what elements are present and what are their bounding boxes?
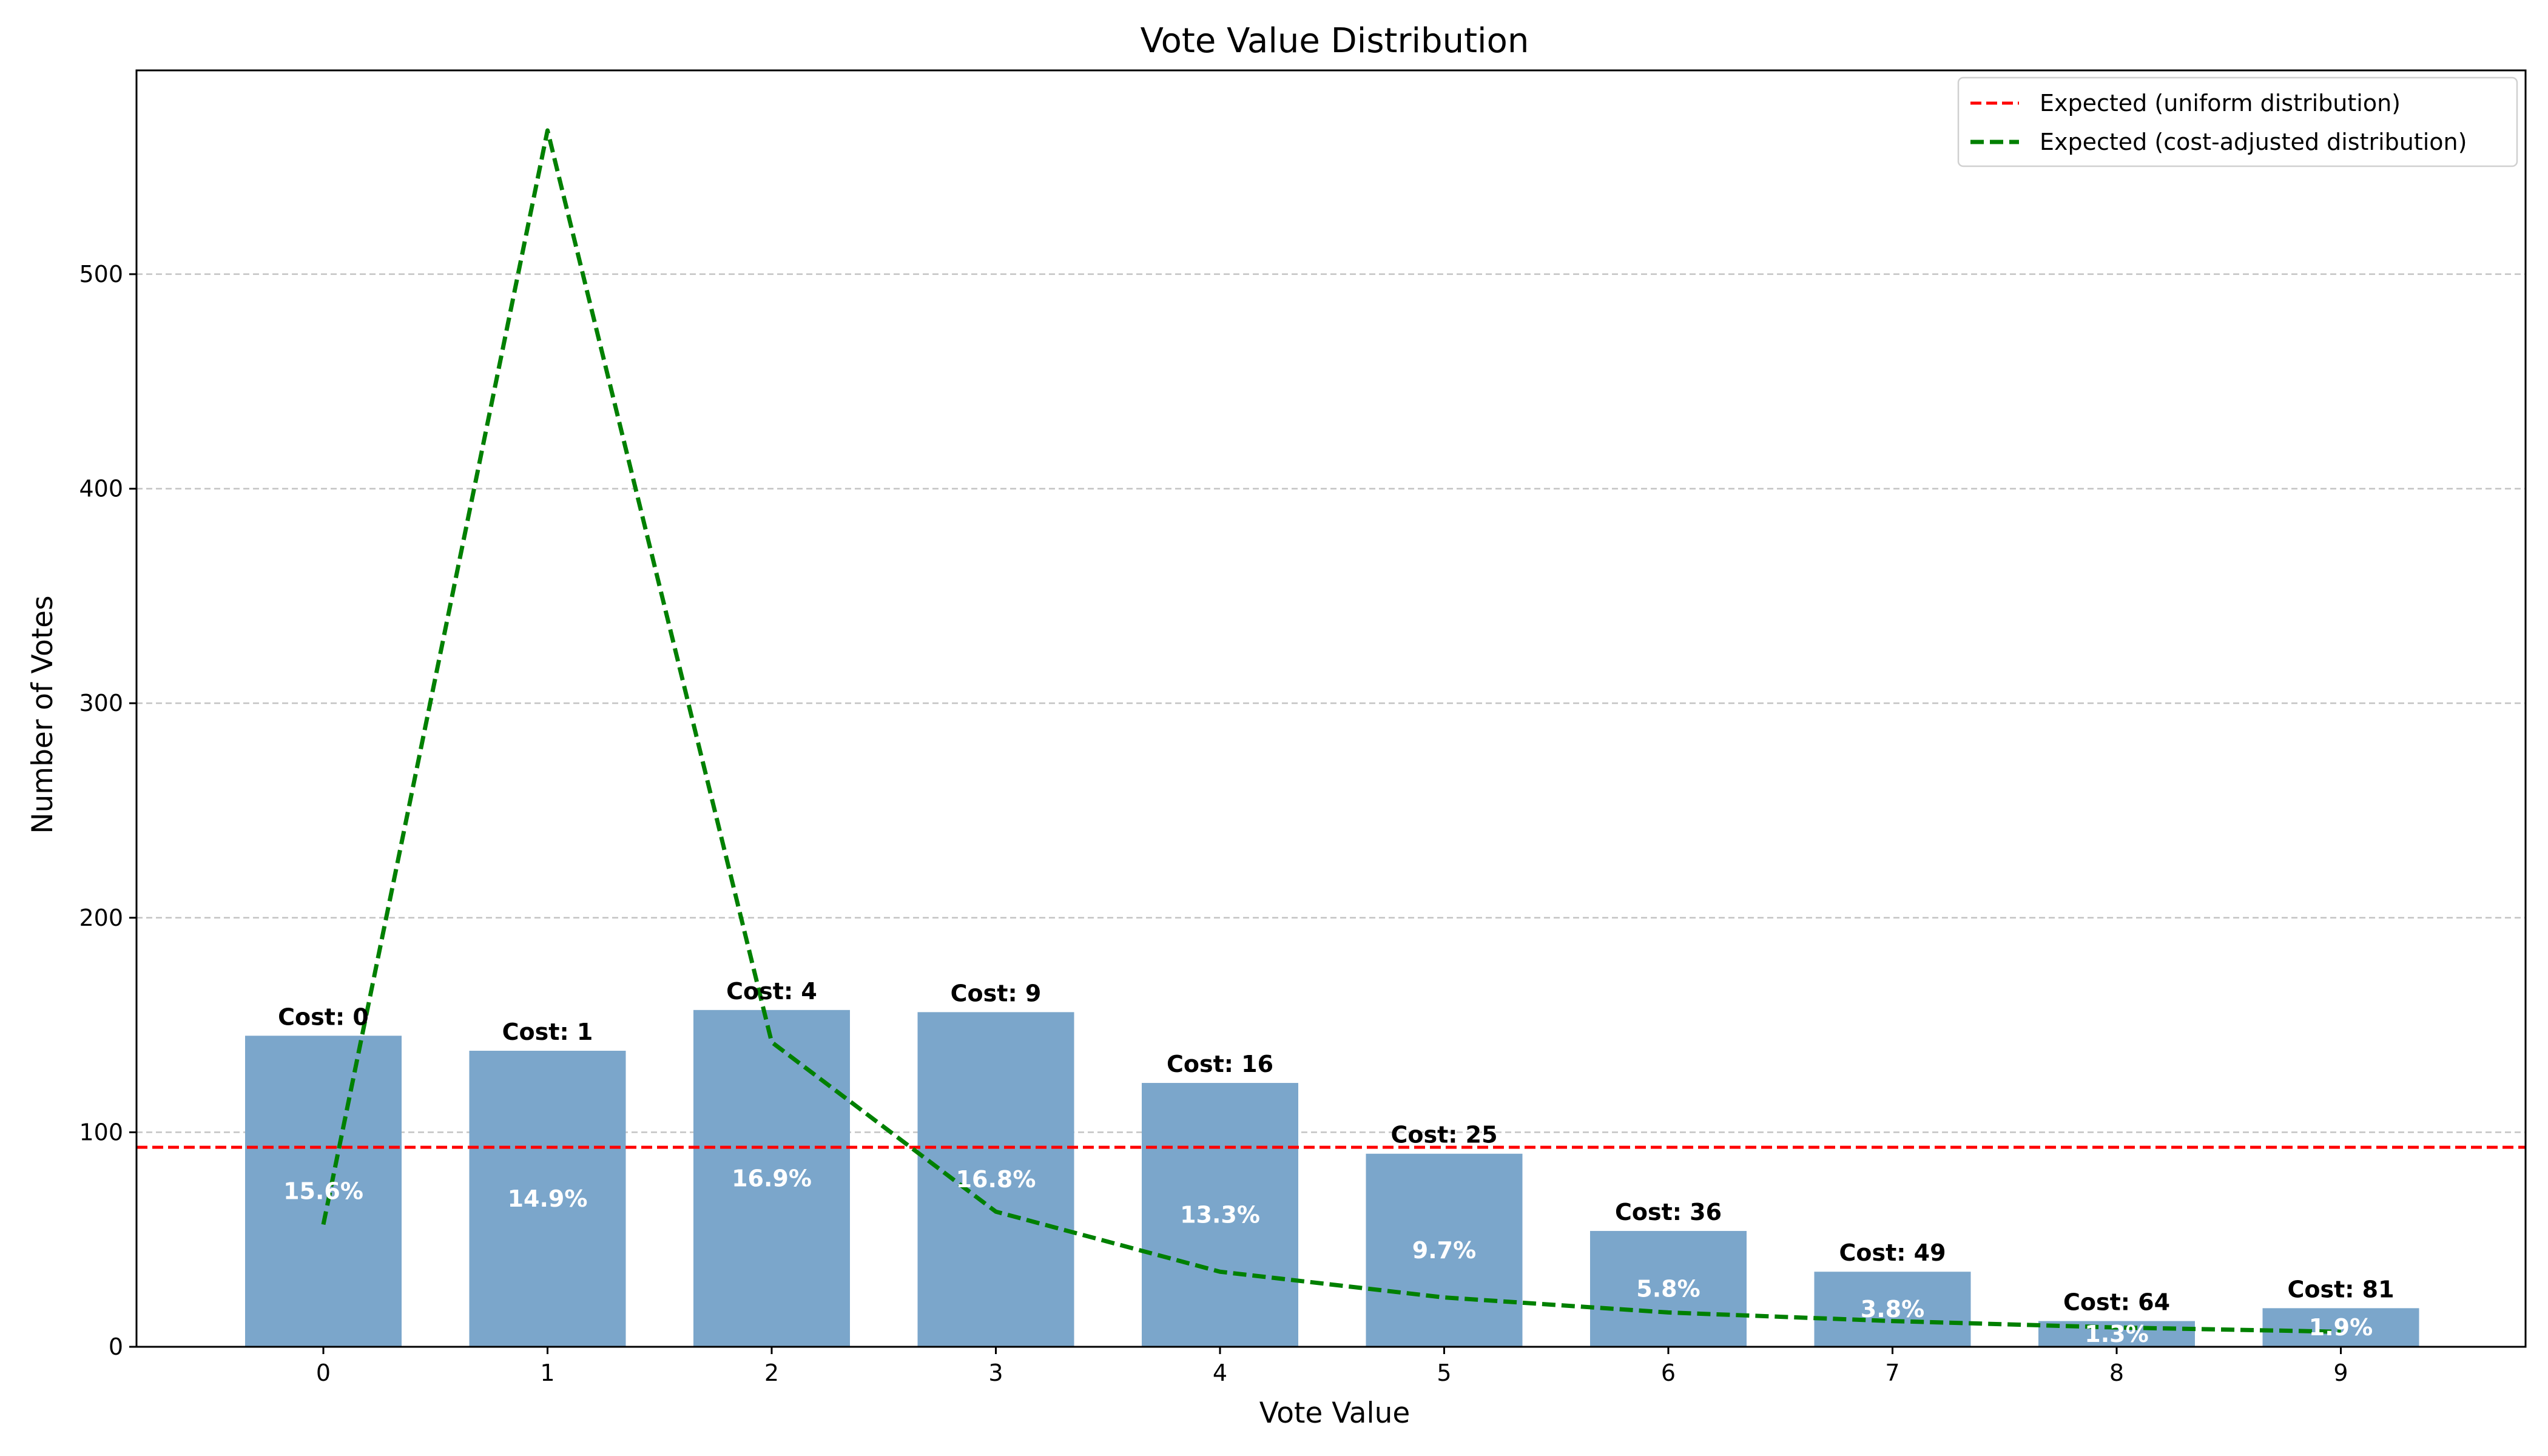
legend: Expected (uniform distribution) Expected … xyxy=(1957,76,2518,167)
percent-label: 16.9% xyxy=(732,1165,812,1191)
percent-label: 5.8% xyxy=(1636,1276,1700,1303)
bar xyxy=(917,1012,1074,1347)
y-tick-label: 300 xyxy=(79,690,123,716)
x-tick-label: 5 xyxy=(1437,1360,1451,1386)
bars xyxy=(245,1009,2419,1347)
legend-label: Expected (cost-adjusted distribution) xyxy=(2040,129,2467,155)
x-axis-label: Vote Value xyxy=(1259,1397,1410,1430)
legend-label: Expected (uniform distribution) xyxy=(2040,90,2401,116)
x-tick-label: 7 xyxy=(1885,1360,1899,1386)
chart-title: Vote Value Distribution xyxy=(1141,21,1529,61)
x-tick-label: 1 xyxy=(540,1360,554,1386)
y-axis: 0 100 200 300 400 500 xyxy=(79,261,136,1360)
x-tick-label: 2 xyxy=(764,1360,779,1386)
y-tick-label: 400 xyxy=(79,476,123,502)
x-tick-label: 3 xyxy=(988,1360,1003,1386)
cost-label: Cost: 9 xyxy=(951,980,1042,1006)
percent-label: 1.9% xyxy=(2309,1314,2373,1341)
percent-label: 1.3% xyxy=(2085,1321,2148,1347)
x-tick-label: 8 xyxy=(2109,1360,2124,1386)
legend-box xyxy=(1957,76,2518,167)
cost-label: Cost: 36 xyxy=(1615,1199,1722,1225)
cost-adjusted-expected-line xyxy=(321,128,2341,1334)
x-axis: 0 1 2 3 4 5 6 7 8 9 xyxy=(316,1347,2348,1386)
x-tick-label: 4 xyxy=(1213,1360,1227,1386)
percent-label: 14.9% xyxy=(508,1185,588,1212)
bar xyxy=(1142,1083,1298,1347)
x-tick-label: 0 xyxy=(316,1360,331,1386)
y-axis-label: Number of Votes xyxy=(26,595,59,834)
percent-label: 13.3% xyxy=(1180,1202,1260,1228)
bar xyxy=(693,1009,850,1347)
x-tick-label: 6 xyxy=(1661,1360,1676,1386)
bar xyxy=(2038,1321,2195,1347)
reference-lines xyxy=(136,128,2526,1334)
cost-label: Cost: 64 xyxy=(2063,1289,2170,1316)
bar xyxy=(1814,1272,1971,1347)
percent-label: 3.8% xyxy=(1861,1296,1924,1323)
bar-labels: Cost: 0 15.6% Cost: 1 14.9% Cost: 4 16.9% Cost… xyxy=(278,978,2394,1347)
y-tick-label: 500 xyxy=(79,261,123,288)
bar xyxy=(2262,1308,2419,1347)
bar xyxy=(1366,1153,1523,1347)
y-tick-label: 200 xyxy=(79,905,123,931)
x-tick-label: 9 xyxy=(2333,1360,2348,1386)
bar xyxy=(469,1051,626,1347)
cost-label: Cost: 0 xyxy=(278,1003,369,1030)
cost-label: Cost: 1 xyxy=(502,1019,593,1045)
percent-label: 15.6% xyxy=(283,1178,363,1205)
percent-label: 9.7% xyxy=(1412,1237,1476,1264)
plot-frame xyxy=(135,69,2527,1348)
y-tick-label: 100 xyxy=(79,1119,123,1145)
cost-label: Cost: 25 xyxy=(1390,1122,1497,1148)
y-tick-label: 0 xyxy=(109,1333,123,1360)
cost-label: Cost: 81 xyxy=(2287,1276,2394,1303)
bar xyxy=(245,1036,402,1347)
percent-label: 16.8% xyxy=(956,1166,1036,1193)
cost-label: Cost: 49 xyxy=(1839,1239,1946,1266)
bar xyxy=(1590,1231,1747,1347)
cost-label: Cost: 4 xyxy=(726,978,817,1005)
cost-label: Cost: 16 xyxy=(1167,1051,1273,1077)
